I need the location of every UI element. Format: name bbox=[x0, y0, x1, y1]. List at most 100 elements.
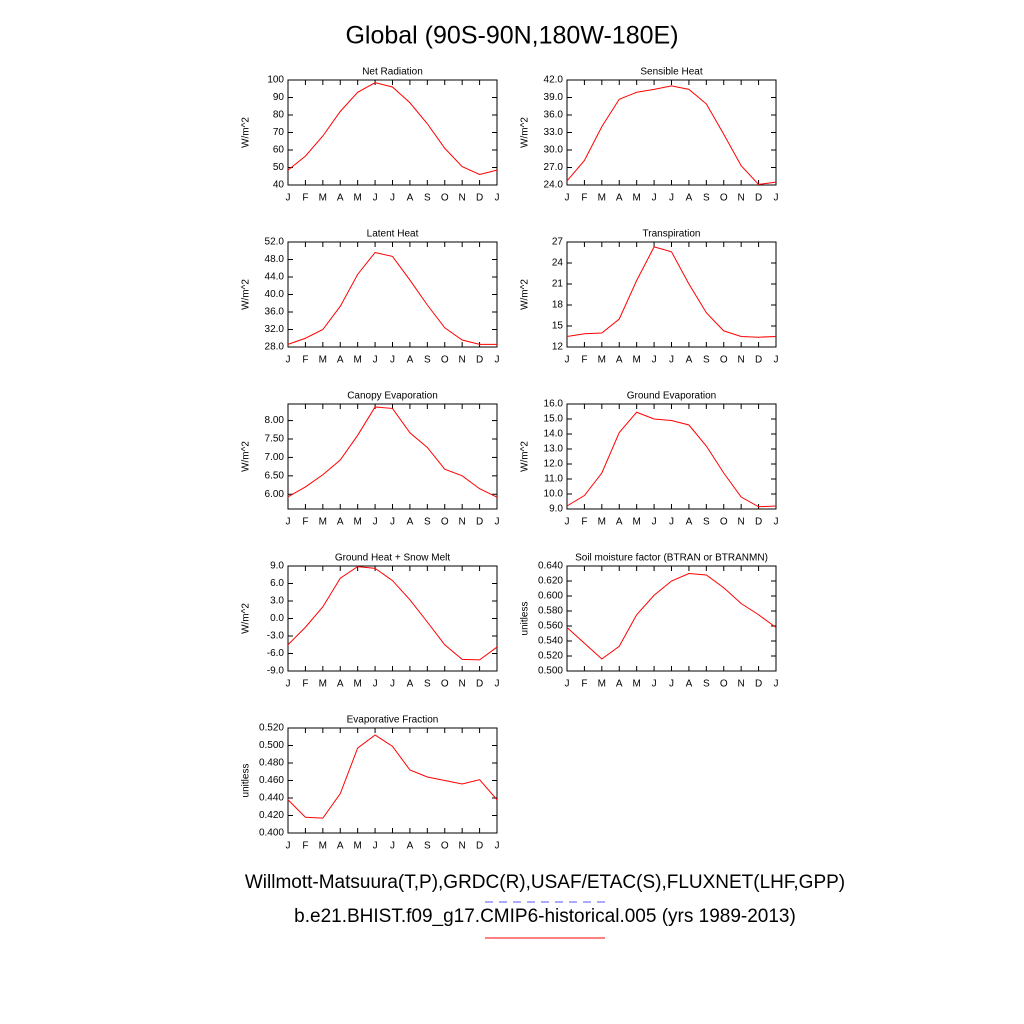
x-tick-label: A bbox=[337, 355, 344, 366]
y-tick-label: 0.0 bbox=[270, 613, 284, 624]
x-tick-label: A bbox=[337, 193, 344, 204]
y-tick-label: 11.0 bbox=[544, 474, 563, 485]
y-tick-label: 52.0 bbox=[265, 237, 285, 248]
y-tick-label: 6.50 bbox=[265, 470, 285, 481]
y-tick-label: 30.0 bbox=[544, 145, 564, 156]
y-tick-label: 0.500 bbox=[259, 740, 284, 751]
y-axis-label: W/m^2 bbox=[520, 279, 531, 310]
x-tick-label: A bbox=[616, 679, 623, 690]
x-tick-label: M bbox=[632, 193, 640, 204]
y-tick-label: 36.0 bbox=[265, 307, 285, 318]
chart-title: Sensible Heat bbox=[640, 67, 702, 78]
x-tick-label: J bbox=[565, 517, 570, 528]
x-tick-label: J bbox=[669, 193, 674, 204]
x-tick-label: J bbox=[373, 841, 378, 852]
data-line bbox=[566, 411, 777, 508]
chart-title: Ground Heat + Snow Melt bbox=[335, 553, 451, 564]
x-tick-label: D bbox=[755, 517, 762, 528]
y-tick-label: 13.0 bbox=[544, 444, 564, 455]
x-tick-label: D bbox=[476, 517, 483, 528]
x-tick-label: D bbox=[476, 841, 483, 852]
y-tick-label: 10.0 bbox=[544, 489, 564, 500]
chart-title: Evaporative Fraction bbox=[347, 715, 439, 726]
x-tick-label: M bbox=[632, 517, 640, 528]
y-tick-label: 50 bbox=[273, 162, 285, 173]
x-tick-label: N bbox=[459, 193, 466, 204]
y-tick-label: 40 bbox=[273, 180, 285, 191]
y-tick-label: 0.540 bbox=[538, 636, 563, 647]
x-tick-label: F bbox=[302, 355, 308, 366]
x-tick-label: N bbox=[459, 679, 466, 690]
y-tick-label: 12 bbox=[552, 342, 564, 353]
plot-frame bbox=[566, 241, 777, 348]
y-tick-label: 100 bbox=[267, 75, 284, 86]
x-tick-label: J bbox=[390, 841, 395, 852]
x-tick-label: J bbox=[286, 193, 291, 204]
data-line bbox=[287, 406, 498, 498]
legend-label: b.e21.BHIST.f09_g17.CMIP6-historical.005… bbox=[294, 906, 796, 927]
x-tick-label: J bbox=[669, 517, 674, 528]
y-tick-label: 15.0 bbox=[544, 414, 564, 425]
x-tick-label: A bbox=[337, 679, 344, 690]
y-tick-label: 0.460 bbox=[259, 775, 284, 786]
y-tick-label: -9.0 bbox=[267, 666, 285, 677]
x-tick-label: S bbox=[424, 517, 431, 528]
chart-title: Transpiration bbox=[643, 229, 701, 240]
y-tick-label: 60 bbox=[273, 145, 285, 156]
x-tick-label: D bbox=[476, 679, 483, 690]
x-tick-label: O bbox=[441, 841, 449, 852]
data-line bbox=[287, 566, 498, 661]
y-axis-label: W/m^2 bbox=[241, 117, 252, 148]
y-tick-label: 8.00 bbox=[265, 415, 285, 426]
x-tick-label: A bbox=[407, 517, 414, 528]
x-tick-label: N bbox=[459, 355, 466, 366]
x-tick-label: D bbox=[755, 193, 762, 204]
x-tick-label: J bbox=[286, 841, 291, 852]
y-tick-label: 27.0 bbox=[544, 162, 564, 173]
x-tick-label: A bbox=[616, 517, 623, 528]
x-tick-label: J bbox=[286, 517, 291, 528]
data-line bbox=[287, 82, 498, 176]
y-tick-label: 33.0 bbox=[544, 127, 564, 138]
legend-label: Willmott-Matsuura(T,P),GRDC(R),USAF/ETAC… bbox=[245, 872, 845, 893]
x-tick-label: S bbox=[703, 679, 710, 690]
y-tick-label: 39.0 bbox=[544, 92, 564, 103]
x-tick-label: S bbox=[424, 193, 431, 204]
x-tick-label: O bbox=[720, 517, 728, 528]
x-tick-label: O bbox=[720, 679, 728, 690]
y-tick-label: 0.520 bbox=[259, 723, 284, 734]
x-tick-label: J bbox=[669, 355, 674, 366]
chart-title: Latent Heat bbox=[367, 229, 419, 240]
x-tick-label: J bbox=[565, 679, 570, 690]
x-tick-label: J bbox=[286, 355, 291, 366]
y-tick-label: 42.0 bbox=[544, 75, 564, 86]
x-tick-label: D bbox=[755, 679, 762, 690]
plot-frame bbox=[287, 565, 498, 672]
y-tick-label: 80 bbox=[273, 110, 285, 121]
chart-title: Soil moisture factor (BTRAN or BTRANMN) bbox=[575, 553, 768, 564]
x-tick-label: M bbox=[353, 517, 361, 528]
y-tick-label: 0.580 bbox=[538, 606, 563, 617]
x-tick-label: N bbox=[738, 355, 745, 366]
y-tick-label: 9.0 bbox=[549, 504, 563, 515]
x-tick-label: A bbox=[407, 679, 414, 690]
x-tick-label: N bbox=[459, 841, 466, 852]
x-tick-label: J bbox=[373, 193, 378, 204]
y-tick-label: 6.0 bbox=[270, 578, 284, 589]
x-tick-label: O bbox=[441, 517, 449, 528]
y-axis-label: unitless bbox=[241, 764, 252, 798]
y-tick-label: 27 bbox=[552, 237, 564, 248]
plot-frame bbox=[287, 727, 498, 834]
x-tick-label: J bbox=[286, 679, 291, 690]
x-tick-label: S bbox=[703, 193, 710, 204]
chart-title: Net Radiation bbox=[362, 67, 423, 78]
y-tick-label: 0.440 bbox=[259, 793, 284, 804]
x-tick-label: M bbox=[353, 841, 361, 852]
y-tick-label: 21 bbox=[552, 279, 564, 290]
y-tick-label: 0.560 bbox=[538, 621, 563, 632]
y-tick-label: 0.620 bbox=[538, 576, 563, 587]
chart-title: Canopy Evaporation bbox=[347, 391, 438, 402]
x-tick-label: M bbox=[319, 355, 327, 366]
x-tick-label: M bbox=[319, 193, 327, 204]
